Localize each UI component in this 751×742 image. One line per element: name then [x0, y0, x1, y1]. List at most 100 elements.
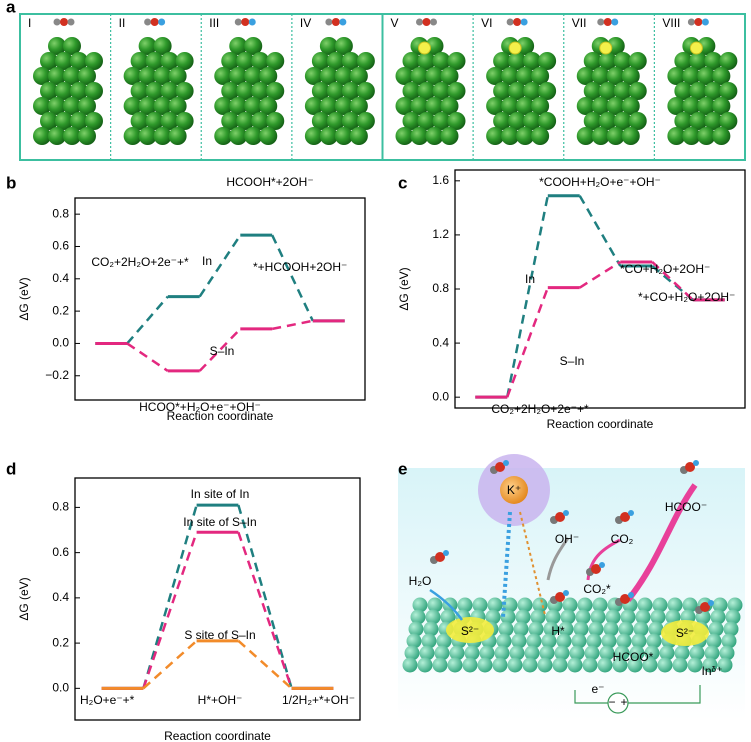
atom: [719, 82, 738, 100]
atom: [576, 97, 595, 115]
atom: [667, 127, 686, 145]
surface-atom: [530, 609, 546, 625]
atom: [621, 97, 640, 115]
atom: [719, 52, 738, 70]
surface-atom: [590, 609, 606, 625]
y-axis-label: ΔG (eV): [17, 277, 31, 320]
schematic-label: H*: [551, 624, 565, 638]
surface-atom: [507, 657, 523, 673]
atom: [48, 97, 66, 115]
atom: [704, 82, 723, 100]
atom: [621, 67, 640, 85]
structure-label: III: [209, 16, 219, 30]
atom: [349, 127, 368, 145]
atom: [123, 97, 142, 115]
atom: [40, 82, 58, 100]
y-tick-label: 0.2: [52, 635, 69, 649]
connector: [142, 531, 198, 689]
y-tick-label: 0.6: [52, 239, 69, 253]
surface-atom: [556, 633, 572, 649]
y-tick-label: 0.0: [52, 681, 69, 695]
atom: [704, 52, 723, 70]
atom: [236, 52, 255, 70]
molecule-atom: [150, 18, 159, 26]
molecule-atom: [563, 590, 569, 596]
atom: [613, 52, 632, 70]
atom: [244, 127, 263, 145]
surface-atom: [419, 645, 435, 661]
atom: [440, 127, 459, 145]
arrow: [625, 483, 698, 602]
atom: [334, 127, 353, 145]
surface-atom: [404, 645, 420, 661]
y-axis-label: ΔG (eV): [397, 267, 411, 310]
atom: [402, 112, 421, 130]
surface-atom: [487, 597, 503, 613]
surface-atom: [526, 633, 542, 649]
molecule-atom: [520, 18, 528, 26]
surface-atom: [727, 597, 743, 613]
atom: [175, 82, 194, 100]
molecule-atom: [611, 18, 619, 26]
atom: [621, 127, 640, 145]
atom: [236, 82, 255, 100]
atom: [175, 52, 194, 70]
panel-letter: d: [6, 459, 16, 478]
connector: [578, 195, 622, 267]
atom: [326, 82, 345, 100]
atom: [402, 82, 421, 100]
atom: [356, 112, 375, 130]
surface-atom: [633, 621, 649, 637]
atom: [145, 112, 164, 130]
surface-atom: [687, 657, 703, 673]
atom: [591, 97, 610, 115]
atom: [531, 67, 550, 85]
atom: [689, 52, 708, 70]
atom: [486, 97, 505, 115]
molecule-atom: [555, 512, 565, 522]
molecule-atom: [60, 18, 68, 26]
surface-atom: [457, 597, 473, 613]
atom: [160, 112, 179, 130]
surface-atom: [652, 597, 668, 613]
surface-atom: [712, 597, 728, 613]
molecule-atom: [495, 462, 505, 472]
atom: [440, 67, 459, 85]
connector: [651, 265, 694, 301]
molecule-atom: [158, 18, 166, 26]
atom: [440, 97, 459, 115]
surface-atom: [545, 609, 561, 625]
atom: [153, 127, 172, 145]
atom: [493, 52, 512, 70]
atom: [712, 127, 731, 145]
surface-atom: [717, 657, 733, 673]
molecule-atom: [563, 510, 569, 516]
surface-atom: [406, 633, 422, 649]
atom: [410, 67, 429, 85]
surface-atom: [723, 621, 739, 637]
connector: [237, 531, 293, 689]
sulfur-atom: [689, 41, 703, 55]
atom: [319, 97, 338, 115]
atom: [259, 97, 278, 115]
atom: [410, 127, 429, 145]
molecule-atom: [620, 512, 630, 522]
surface-atom: [425, 609, 441, 625]
atom: [613, 112, 632, 130]
molecule-atom: [701, 18, 709, 26]
structure-label: IV: [300, 16, 311, 30]
structure-label: I: [28, 16, 31, 30]
atom: [417, 112, 436, 130]
series-label: In site of In: [191, 487, 250, 501]
x-axis-label: Reaction coordinate: [547, 417, 654, 431]
atom: [319, 67, 338, 85]
surface-atom: [603, 621, 619, 637]
atom: [244, 37, 263, 55]
connector: [237, 504, 293, 689]
surface-atom: [586, 633, 602, 649]
atom: [628, 112, 647, 130]
atom: [221, 112, 240, 130]
schematic-label: CO₂*: [583, 582, 611, 596]
surface-atom: [434, 645, 450, 661]
